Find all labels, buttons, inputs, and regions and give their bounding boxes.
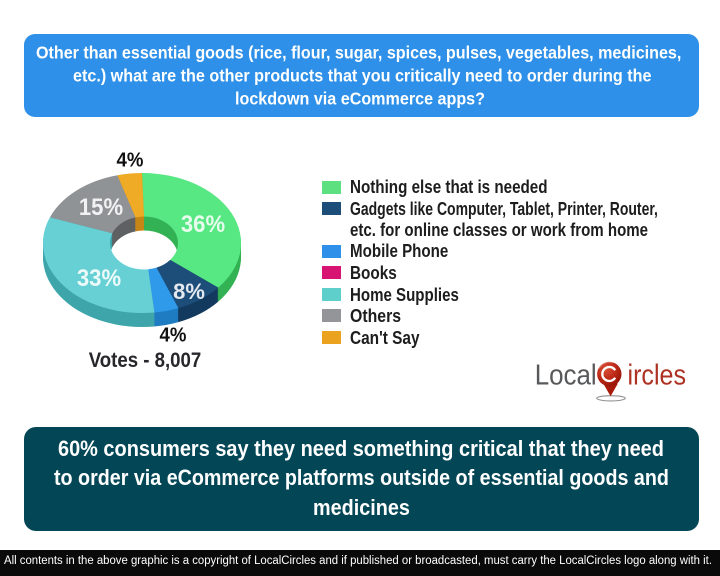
svg-text:ircles: ircles: [628, 359, 687, 391]
svg-text:Local: Local: [535, 359, 597, 391]
